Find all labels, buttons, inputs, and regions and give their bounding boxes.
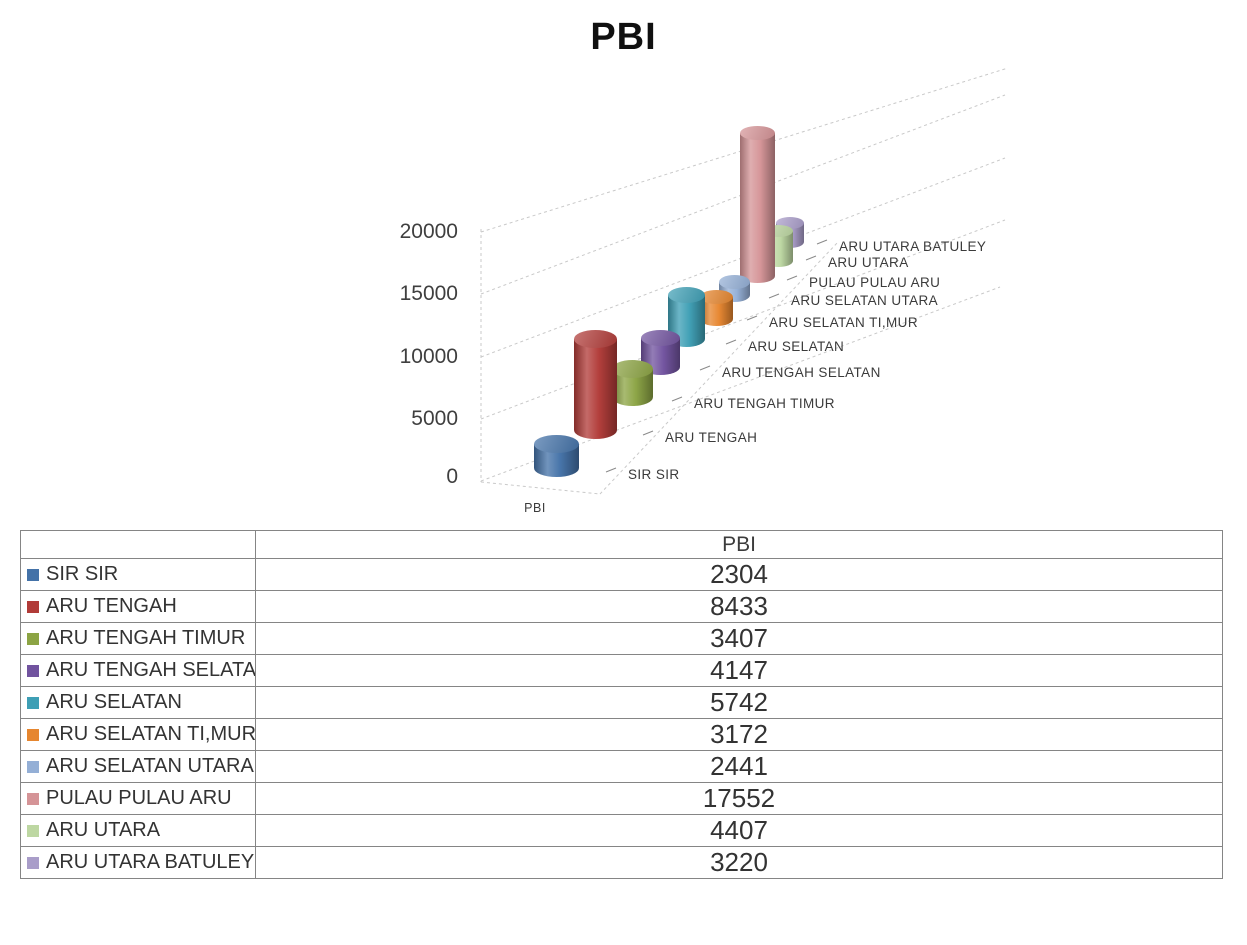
value-axis-tick-label: 0 (446, 465, 458, 488)
table-corner-cell (20, 530, 256, 559)
cylinder-cap (611, 360, 653, 378)
legend-swatch-icon (27, 665, 39, 677)
category-name: ARU SELATAN TI,MUR (46, 723, 256, 745)
category-name: ARU SELATAN UTARA (46, 755, 254, 777)
category-name-cell[interactable]: ARU TENGAH TIMUR (20, 622, 256, 655)
value-cell[interactable]: 2304 (255, 558, 1223, 591)
chart-title: PBI (590, 16, 657, 58)
cylinder-aru-tengah-selatan[interactable] (640, 330, 680, 375)
value-cell[interactable]: 8433 (255, 590, 1223, 623)
value-cell[interactable]: 4407 (255, 814, 1223, 847)
cylinder-cap (573, 330, 617, 348)
value-cell[interactable]: 5742 (255, 686, 1223, 719)
category-name-cell[interactable]: ARU TENGAH (20, 590, 256, 623)
value-cell[interactable]: 17552 (255, 782, 1223, 815)
cylinder-sir-sir[interactable] (533, 435, 579, 477)
value-axis-tick-label: 15000 (399, 282, 458, 305)
category-label: ARU TENGAH SELATAN (722, 365, 881, 380)
value-axis-tick-label: 5000 (411, 407, 458, 430)
cylinder-cap (699, 290, 733, 304)
value-cell[interactable]: 3407 (255, 622, 1223, 655)
legend-swatch-icon (27, 793, 39, 805)
table-row: ARU TENGAH 8433 (20, 590, 1223, 623)
table-row: ARU SELATAN TI,MUR 3172 (20, 718, 1223, 751)
cylinder-pulau-pulau-aru[interactable] (739, 126, 775, 283)
legend-swatch-icon (27, 761, 39, 773)
legend-swatch-icon (27, 601, 39, 613)
category-label: ARU SELATAN TI,MUR (769, 315, 918, 330)
table-row: ARU SELATAN UTARA 2441 (20, 750, 1223, 783)
category-name: ARU TENGAH TIMUR (46, 627, 246, 649)
category-label: SIR SIR (628, 467, 680, 482)
table-row: PULAU PULAU ARU 17552 (20, 782, 1223, 815)
category-name: ARU UTARA BATULEY (46, 851, 255, 873)
legend-swatch-icon (27, 697, 39, 709)
table-row: ARU TENGAH TIMUR 3407 (20, 622, 1223, 655)
category-label: ARU SELATAN (748, 339, 845, 354)
category-label: ARU TENGAH TIMUR (694, 396, 835, 411)
category-name-cell[interactable]: ARU SELATAN (20, 686, 256, 719)
category-name-cell[interactable]: ARU SELATAN UTARA (20, 750, 256, 783)
table-row: ARU UTARA BATULEY 3220 (20, 846, 1223, 879)
cylinder-aru-tengah[interactable] (573, 330, 617, 439)
category-label: ARU UTARA (828, 255, 909, 270)
cylinder-cap (640, 330, 680, 346)
table-row: ARU SELATAN 5742 (20, 686, 1223, 719)
category-name: SIR SIR (46, 563, 119, 585)
legend-swatch-icon (27, 857, 39, 869)
x-axis-label: PBI (524, 501, 546, 515)
category-label: ARU SELATAN UTARA (791, 293, 939, 308)
table-header-row: PBI (20, 530, 1223, 559)
category-name-cell[interactable]: ARU SELATAN TI,MUR (20, 718, 256, 751)
cylinder-cap (533, 435, 579, 453)
legend-swatch-icon (27, 633, 39, 645)
category-name-cell[interactable]: ARU UTARA BATULEY (20, 846, 256, 879)
legend-swatch-icon (27, 569, 39, 581)
data-table: PBI SIR SIR 2304 ARU TENGAH 8433 ARU TENGAH … (20, 530, 1223, 879)
category-name-cell[interactable]: SIR SIR (20, 558, 256, 591)
table-row: SIR SIR 2304 (20, 558, 1223, 591)
category-name-cell[interactable]: ARU UTARA (20, 814, 256, 847)
value-cell[interactable]: 3172 (255, 718, 1223, 751)
cylinder-aru-tengah-timur[interactable] (611, 360, 653, 406)
value-cell[interactable]: 4147 (255, 654, 1223, 687)
legend-swatch-icon (27, 825, 39, 837)
value-cell[interactable]: 2441 (255, 750, 1223, 783)
table-row: ARU TENGAH SELATAN 4147 (20, 654, 1223, 687)
cylinder-body (739, 133, 775, 283)
category-name: PULAU PULAU ARU (46, 787, 232, 809)
value-axis-tick-label: 10000 (399, 345, 458, 368)
category-label: ARU TENGAH (665, 430, 758, 445)
category-name-cell[interactable]: ARU TENGAH SELATAN (20, 654, 256, 687)
category-name-cell[interactable]: PULAU PULAU ARU (20, 782, 256, 815)
category-label: ARU UTARA BATULEY (839, 239, 987, 254)
cylinder-aru-selatan-ti-mur[interactable] (699, 290, 733, 326)
category-name: ARU TENGAH SELATAN (46, 659, 256, 681)
category-name: ARU SELATAN (46, 691, 182, 713)
category-label: PULAU PULAU ARU (809, 275, 941, 290)
cylinder-cap (667, 287, 705, 303)
cylinder-cap (718, 275, 750, 289)
cylinder-body (573, 339, 617, 439)
value-cell[interactable]: 3220 (255, 846, 1223, 879)
table-row: ARU UTARA 4407 (20, 814, 1223, 847)
legend-swatch-icon (27, 729, 39, 741)
category-name: ARU UTARA (46, 819, 161, 841)
category-name: ARU TENGAH (46, 595, 177, 617)
cylinder-cap (739, 126, 775, 140)
series-header-cell[interactable]: PBI (255, 530, 1223, 559)
value-axis-tick-label: 20000 (399, 220, 458, 243)
